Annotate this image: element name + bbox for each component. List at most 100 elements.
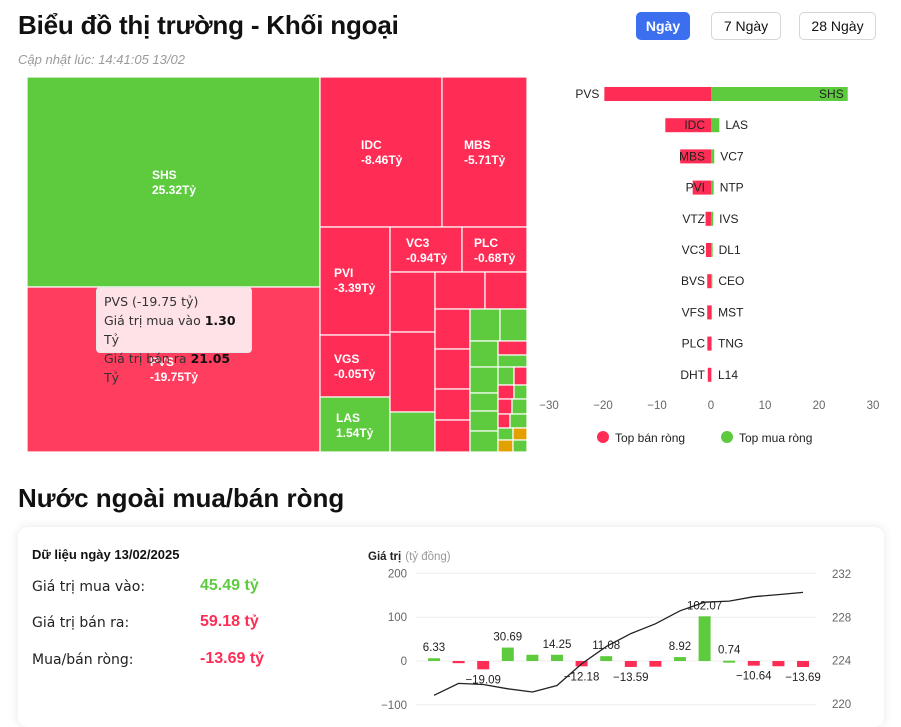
buy-bar[interactable]: [711, 149, 715, 164]
buy-code-label: L14: [718, 368, 738, 382]
tm-cell[interactable]: [497, 427, 514, 441]
tm-cell[interactable]: [513, 366, 527, 386]
treemap-tooltip: PVS (-19.75 tỷ) Giá trị mua vào 1.30 Tỷ …: [96, 287, 252, 385]
bar-value-label: 102.07: [687, 600, 722, 612]
tm-cell-las[interactable]: [319, 396, 391, 452]
sell-bar[interactable]: [604, 87, 711, 101]
net-flow-bar[interactable]: [477, 661, 490, 670]
period-7day-button[interactable]: 7 Ngày: [711, 12, 781, 40]
net-flow-bar[interactable]: [723, 660, 736, 663]
buy-code-label: CEO: [718, 274, 744, 288]
net-flow-bar[interactable]: [624, 661, 637, 667]
tm-cell[interactable]: [511, 398, 527, 415]
tm-cell[interactable]: [497, 366, 515, 386]
sell-bar[interactable]: [680, 149, 711, 164]
y2-tick-label: 228: [832, 612, 851, 624]
buy-bar[interactable]: [711, 367, 712, 382]
buy-bar[interactable]: [711, 274, 713, 289]
net-flow-bar[interactable]: [747, 661, 760, 666]
tm-cell[interactable]: [469, 366, 499, 394]
net-value: -13.69 tỷ: [200, 650, 265, 667]
tm-cell[interactable]: [469, 308, 501, 342]
tm-label-idc-code: IDC: [361, 138, 382, 152]
tm-cell[interactable]: [499, 308, 527, 342]
sell-code-label: DHT: [680, 368, 705, 382]
tm-cell[interactable]: [469, 410, 499, 432]
buy-bar[interactable]: [711, 87, 848, 101]
sell-bar[interactable]: [707, 367, 711, 382]
tm-cell[interactable]: [497, 354, 527, 368]
legend-sell-label[interactable]: Top bán ròng: [615, 431, 685, 445]
buy-bar[interactable]: [711, 336, 712, 351]
tm-cell-vgs[interactable]: [319, 334, 391, 398]
buy-bar[interactable]: [711, 243, 713, 257]
sell-bar[interactable]: [707, 305, 711, 320]
tm-cell[interactable]: [497, 439, 514, 452]
tm-cell[interactable]: [497, 398, 513, 415]
tm-cell-idc[interactable]: [319, 77, 443, 228]
period-28day-button[interactable]: 28 Ngày: [799, 12, 876, 40]
tm-cell[interactable]: [512, 439, 527, 452]
tm-label-plc-code: PLC: [474, 236, 498, 250]
tm-cell[interactable]: [469, 340, 499, 368]
net-flow-bar[interactable]: [698, 616, 711, 661]
tm-cell-vc3[interactable]: [389, 226, 463, 273]
net-flow-bar[interactable]: [452, 661, 465, 664]
tm-cell[interactable]: [389, 331, 436, 413]
tm-cell[interactable]: [389, 271, 436, 333]
net-flow-bar[interactable]: [772, 661, 785, 667]
tm-cell[interactable]: [434, 348, 471, 390]
net-flow-bar[interactable]: [501, 647, 514, 661]
sell-bar[interactable]: [705, 243, 711, 257]
tm-cell[interactable]: [434, 419, 471, 452]
net-flow-bar[interactable]: [526, 654, 539, 661]
tm-label-vc3-value: -0.94Tỷ: [406, 251, 448, 265]
tm-cell[interactable]: [509, 413, 527, 429]
sell-bar[interactable]: [707, 274, 711, 289]
tm-cell[interactable]: [434, 308, 471, 350]
buy-bar[interactable]: [711, 180, 714, 195]
x-tick-label: 0: [708, 400, 714, 412]
x-tick-label: −30: [539, 400, 559, 412]
net-flow-bar[interactable]: [551, 654, 563, 661]
tm-cell[interactable]: [389, 411, 436, 452]
net-flow-bar[interactable]: [649, 661, 662, 667]
net-flow-bar[interactable]: [797, 661, 809, 667]
tm-cell[interactable]: [497, 340, 527, 356]
sell-bar[interactable]: [692, 180, 711, 195]
tm-label-pvs-code: PVS: [150, 355, 174, 369]
buy-code-label: NTP: [720, 181, 744, 195]
tm-cell-shs[interactable]: [27, 77, 321, 288]
y-axis-title-main: Giá trị: [368, 551, 401, 563]
tm-label-plc-value: -0.68Tỷ: [474, 251, 516, 265]
buy-bar[interactable]: [711, 118, 720, 133]
tm-cell[interactable]: [434, 388, 471, 421]
bar-value-label: 14.25: [543, 639, 572, 651]
net-flow-bar[interactable]: [674, 657, 686, 661]
tm-label-pvi-code: PVI: [334, 266, 353, 280]
sell-bar[interactable]: [705, 211, 711, 226]
sell-code-label: MBS: [679, 149, 705, 163]
sell-bar[interactable]: [665, 118, 711, 133]
buy-bar[interactable]: [711, 305, 713, 320]
tm-cell-mbs[interactable]: [441, 77, 527, 228]
tm-cell[interactable]: [497, 384, 515, 400]
tm-cell[interactable]: [513, 384, 527, 400]
net-flow-bar[interactable]: [600, 656, 613, 661]
tm-cell[interactable]: [469, 430, 499, 452]
period-day-button[interactable]: Ngày: [636, 12, 690, 40]
tm-cell-pvi[interactable]: [319, 226, 391, 336]
buy-bar[interactable]: [711, 211, 714, 226]
tm-cell[interactable]: [497, 413, 511, 429]
tm-cell[interactable]: [434, 271, 486, 310]
tm-label-shs-value: 25.32Tỷ: [152, 183, 196, 197]
tm-cell[interactable]: [484, 271, 527, 310]
tooltip-sell-unit: Tỷ: [104, 370, 120, 385]
net-flow-bar[interactable]: [428, 658, 440, 661]
tm-cell[interactable]: [469, 392, 499, 412]
sell-bar[interactable]: [707, 336, 711, 351]
tm-cell[interactable]: [512, 427, 527, 441]
tm-label-shs-code: SHS: [152, 168, 177, 182]
x-tick-label: −20: [593, 400, 613, 412]
legend-buy-label[interactable]: Top mua ròng: [739, 431, 812, 445]
